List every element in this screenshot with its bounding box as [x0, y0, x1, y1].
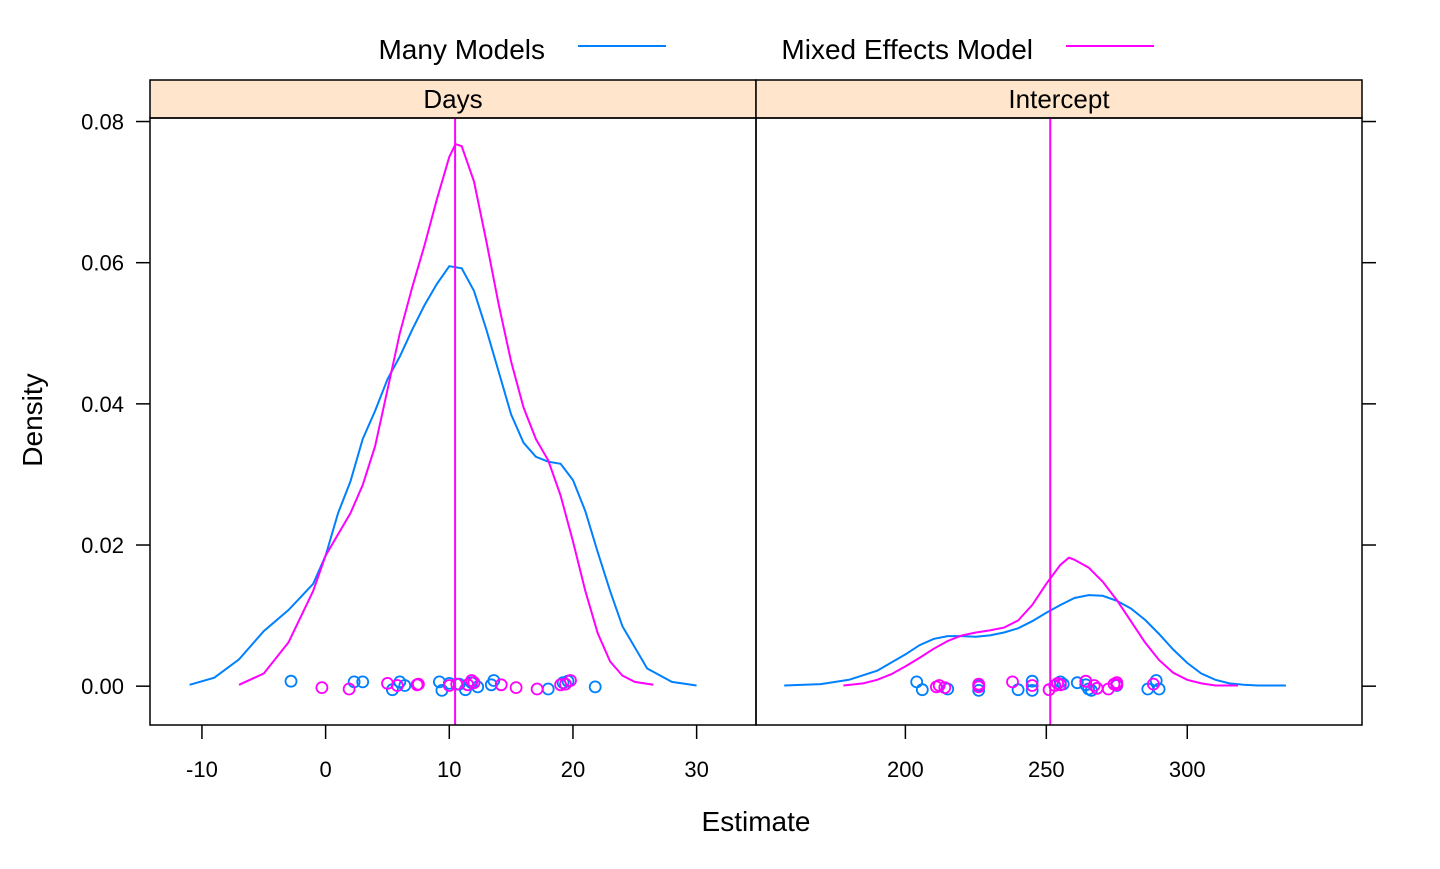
rug-point-days-many-models	[484, 678, 498, 692]
rug-point-intercept-mixed-effects-model	[1110, 678, 1124, 692]
density-curve-intercept-many-models	[784, 594, 1286, 687]
rug-point-intercept-many-models	[1070, 676, 1084, 690]
rug-point-days-many-models	[356, 675, 370, 689]
rug-point-days-mixed-effects-model	[315, 681, 329, 694]
plot-area-days	[189, 118, 697, 725]
rug-point-intercept-mixed-effects-model	[972, 680, 986, 694]
x-tick-label: -10	[186, 757, 218, 782]
rug-point-days-mixed-effects-model	[564, 674, 577, 687]
rug-point-days-mixed-effects-model	[390, 679, 404, 692]
x-axis-title: Estimate	[702, 806, 811, 837]
rug-point-intercept-many-models	[1011, 683, 1025, 697]
x-tick-label: 30	[684, 757, 708, 782]
rug-point-intercept-mixed-effects-model	[1147, 677, 1160, 691]
density-curve-days-mixed-effects-model	[238, 142, 654, 686]
x-tick-label: 200	[887, 757, 924, 782]
y-axis: 0.00 0.02 0.04 0.06 0.08	[81, 110, 1376, 699]
y-tick-label: 0.08	[81, 110, 124, 135]
legend-label-mixed-effects-model: Mixed Effects Model	[781, 34, 1033, 65]
rug-point-intercept-many-models	[1025, 674, 1039, 688]
x-tick-label: 250	[1028, 757, 1065, 782]
panel-intercept: Intercept 200 250 300	[755, 79, 1363, 782]
plot-area-intercept	[784, 118, 1286, 725]
rug-point-intercept-many-models	[915, 683, 929, 697]
x-tick-label: 0	[319, 757, 331, 782]
rug-point-intercept-many-models	[1025, 684, 1039, 697]
rug-point-intercept-mixed-effects-model	[1006, 675, 1019, 689]
density-curve-intercept-mixed-effects-model	[843, 556, 1238, 687]
panel-border-intercept	[755, 117, 1363, 726]
y-axis-title: Density	[17, 373, 48, 466]
rug-point-days-many-models	[398, 679, 412, 692]
legend-label-many-models: Many Models	[378, 34, 545, 65]
y-tick-label: 0.02	[81, 533, 124, 558]
x-tick-label: 20	[561, 757, 585, 782]
y-tick-label: 0.04	[81, 392, 124, 417]
strip-days	[149, 79, 757, 119]
x-tick-label: 300	[1169, 757, 1206, 782]
rug-point-intercept-many-models	[910, 675, 924, 689]
rug-point-intercept-mixed-effects-model	[1025, 679, 1039, 692]
rug-point-intercept-many-models	[1149, 674, 1163, 687]
rug-point-days-mixed-effects-model	[494, 678, 508, 692]
rug-point-days-mixed-effects-model	[509, 681, 523, 694]
rug-point-intercept-mixed-effects-model	[1087, 679, 1101, 692]
density-curve-days-many-models	[189, 265, 697, 687]
rug-point-days-many-models	[588, 680, 602, 694]
strip-intercept	[755, 79, 1363, 119]
y-tick-label: 0.06	[81, 251, 124, 276]
panel-border-days	[149, 117, 757, 726]
rug-point-days-mixed-effects-model	[530, 682, 544, 696]
legend: Many Models Mixed Effects Model	[378, 34, 1154, 65]
rug-point-intercept-mixed-effects-model	[938, 681, 952, 694]
strip-label-days: Days	[423, 84, 482, 114]
rug-point-intercept-mixed-effects-model	[932, 679, 946, 692]
panel-days: Days -10 0 10 20 30	[149, 79, 757, 782]
rug-point-days-mixed-effects-model	[411, 677, 425, 691]
rug-point-days-mixed-effects-model	[465, 674, 479, 687]
rug-point-days-many-models	[541, 682, 555, 696]
rug-point-days-many-models	[284, 674, 298, 688]
x-tick-label: 10	[437, 757, 461, 782]
rug-point-intercept-mixed-effects-model	[1054, 678, 1067, 692]
panels: Days -10 0 10 20 30 Intercept 200 250 300 0.00 0.02…	[81, 79, 1376, 782]
rug-point-days-mixed-effects-model	[467, 676, 481, 690]
rug-point-intercept-many-models	[972, 684, 986, 697]
y-tick-label: 0.00	[81, 674, 124, 699]
rug-point-days-mixed-effects-model	[342, 682, 356, 696]
strip-label-intercept: Intercept	[1008, 84, 1110, 114]
